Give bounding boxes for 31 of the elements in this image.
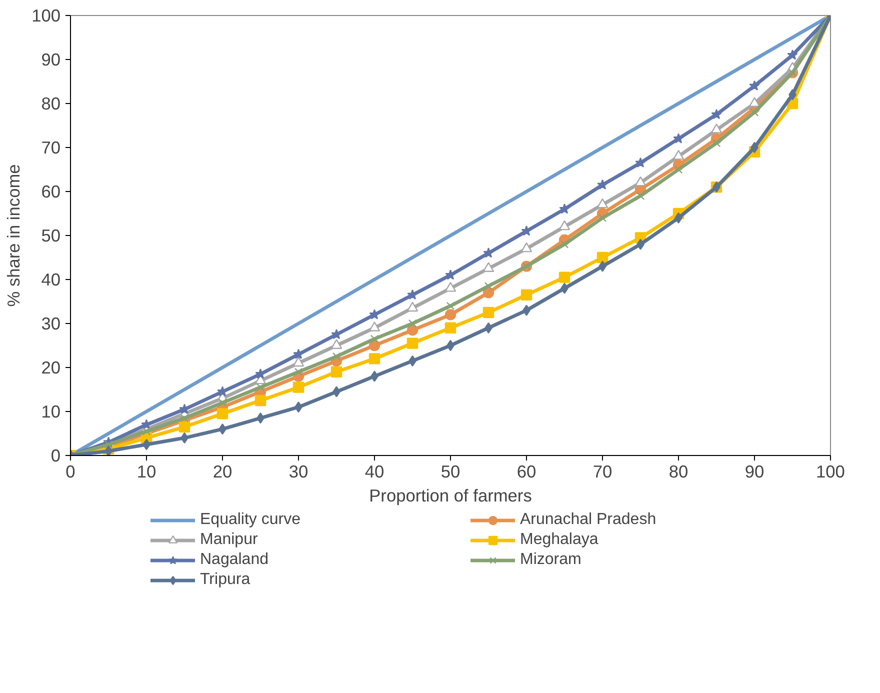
x-tick-label: 90 (744, 462, 764, 482)
x-tick-label: 40 (364, 462, 384, 482)
x-tick-label: 70 (592, 462, 612, 482)
x-tick-label: 80 (668, 462, 688, 482)
x-axis-title: Proportion of farmers (369, 486, 532, 506)
x-tick-label: 20 (212, 462, 232, 482)
y-tick-label: 60 (41, 182, 61, 202)
x-tick-label: 60 (516, 462, 536, 482)
legend-label: Equality curve (200, 510, 300, 530)
y-tick-label: 100 (32, 6, 61, 26)
y-tick-label: 50 (41, 226, 61, 246)
y-axis-title: % share in income (4, 164, 24, 307)
legend-label: Meghalaya (520, 530, 598, 550)
y-tick-label: 90 (41, 50, 61, 70)
legend-label: Tripura (200, 570, 250, 590)
y-tick-label: 20 (41, 358, 61, 378)
y-tick-label: 0 (50, 446, 61, 466)
x-tick-label: 30 (288, 462, 308, 482)
x-tick-label: 50 (440, 462, 460, 482)
x-tick-label: 0 (66, 462, 76, 482)
legend-label: Arunachal Pradesh (520, 510, 656, 530)
y-tick-label: 80 (41, 94, 61, 114)
x-tick-label: 10 (136, 462, 156, 482)
y-tick-label: 10 (41, 402, 61, 422)
y-tick-label: 40 (41, 270, 61, 290)
legend-label: Manipur (200, 530, 258, 550)
legend-label: Nagaland (200, 550, 268, 570)
legend-label: Mizoram (520, 550, 582, 570)
y-tick-label: 30 (41, 314, 61, 334)
x-tick-label: 100 (816, 462, 845, 482)
y-tick-label: 70 (41, 138, 61, 158)
